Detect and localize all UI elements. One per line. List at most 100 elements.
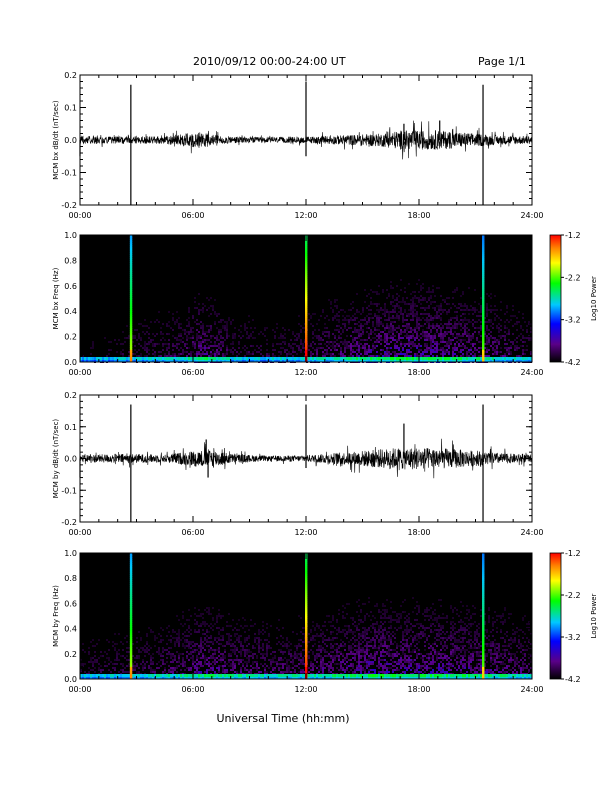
- low-frequency-band: [294, 674, 296, 677]
- spectrogram-cell: [274, 667, 276, 669]
- spectrogram-cell: [312, 325, 314, 327]
- low-frequency-band: [142, 677, 144, 679]
- low-frequency-band: [216, 677, 218, 679]
- spectrogram-cell: [408, 343, 410, 345]
- spectrogram-cell: [312, 651, 314, 653]
- spectrogram-cell: [450, 343, 452, 345]
- spectrogram-cell: [208, 307, 210, 309]
- spectrogram-cell: [154, 669, 156, 671]
- low-frequency-band: [472, 357, 474, 360]
- spectrogram-cell: [288, 669, 290, 671]
- low-frequency-band: [460, 357, 462, 360]
- spectrogram-cell: [422, 317, 424, 319]
- spectrogram-vertical-line: [129, 239, 133, 242]
- spectrogram-cell: [146, 633, 148, 635]
- spectrogram-cell: [200, 613, 202, 615]
- spectrogram-cell: [282, 651, 284, 653]
- spectrogram-cell: [470, 321, 472, 323]
- spectrogram-vertical-line: [129, 281, 133, 285]
- spectrogram-cell: [210, 663, 212, 665]
- spectrogram-cell: [440, 339, 442, 341]
- spectrogram-cell: [446, 327, 448, 329]
- spectrogram-cell: [478, 303, 480, 305]
- spectrogram-cell: [232, 659, 234, 661]
- spectrogram-cell: [108, 663, 110, 665]
- spectrogram-cell: [128, 665, 130, 667]
- low-frequency-band: [394, 360, 396, 362]
- spectrogram-cell: [480, 311, 482, 313]
- spectrogram-cell: [210, 655, 212, 657]
- spectrogram-cell: [170, 653, 172, 655]
- spectrogram-cell: [218, 331, 220, 333]
- spectrogram-cell: [192, 641, 194, 643]
- spectrogram-vertical-line: [482, 275, 485, 278]
- spectrogram-cell: [104, 337, 106, 339]
- low-frequency-band: [310, 674, 312, 677]
- spectrogram-cell: [330, 657, 332, 659]
- spectrogram-cell: [210, 647, 212, 649]
- spectrogram-cell: [210, 353, 212, 355]
- spectrogram-cell: [432, 337, 434, 339]
- low-frequency-band: [194, 674, 196, 677]
- spectrogram-cell: [114, 647, 116, 649]
- y-tick-label: -0.2: [61, 518, 77, 527]
- spectrogram-cell: [224, 651, 226, 653]
- spectrogram-cell: [244, 667, 246, 669]
- spectrogram-cell: [244, 653, 246, 655]
- spectrogram-cell: [98, 639, 100, 641]
- spectrogram-cell: [172, 667, 174, 669]
- spectrogram-cell: [454, 321, 456, 323]
- spectrogram-cell: [426, 307, 428, 309]
- spectrogram-cell: [448, 347, 450, 349]
- spectrogram-cell: [222, 627, 224, 629]
- spectrogram-cell: [468, 321, 470, 323]
- spectrogram-cell: [314, 629, 316, 631]
- spectrogram-cell: [210, 305, 212, 307]
- spectrogram-cell: [416, 353, 418, 355]
- spectrogram-cell: [484, 343, 486, 345]
- spectrogram-cell: [244, 349, 246, 351]
- spectrogram-cell: [498, 323, 500, 325]
- spectrogram-cell: [230, 655, 232, 657]
- spectrogram-cell: [242, 347, 244, 349]
- spectrogram-vertical-line: [305, 270, 308, 274]
- spectrogram-cell: [152, 339, 154, 341]
- spectrogram-cell: [392, 287, 394, 289]
- spectrogram-cell: [318, 671, 320, 673]
- spectrogram-cell: [136, 637, 138, 639]
- low-frequency-band: [400, 360, 402, 362]
- spectrogram-cell: [160, 331, 162, 333]
- spectrogram-cell: [478, 333, 480, 335]
- spectrogram-cell: [432, 323, 434, 325]
- spectrogram-cell: [430, 347, 432, 349]
- spectrogram-cell: [278, 337, 280, 339]
- low-frequency-band: [308, 360, 310, 362]
- spectrogram-cell: [462, 339, 464, 341]
- spectrogram-cell: [398, 339, 400, 341]
- spectrogram-cell: [456, 323, 458, 325]
- spectrogram-vertical-line: [305, 264, 308, 268]
- spectrogram-cell: [168, 351, 170, 353]
- spectrogram-cell: [412, 309, 414, 311]
- spectrogram-cell: [232, 665, 234, 667]
- spectrogram-cell: [370, 333, 372, 335]
- spectrogram-cell: [422, 325, 424, 327]
- spectrogram-cell: [114, 663, 116, 665]
- spectrogram-cell: [436, 347, 438, 349]
- spectrogram-cell: [300, 651, 302, 653]
- spectrogram-cell: [418, 325, 420, 327]
- spectrogram-cell: [518, 347, 520, 349]
- spectrogram-cell: [204, 347, 206, 349]
- spectrogram-cell: [396, 347, 398, 349]
- spectrogram-cell: [206, 629, 208, 631]
- low-frequency-band: [190, 360, 192, 362]
- spectrogram-cell: [250, 335, 252, 337]
- low-frequency-band: [354, 360, 356, 362]
- spectrogram-cell: [158, 649, 160, 651]
- low-frequency-band: [210, 357, 212, 360]
- spectrogram-cell: [154, 671, 156, 673]
- low-frequency-band: [338, 360, 340, 362]
- spectrogram-cell: [528, 321, 530, 323]
- spectrogram-cell: [322, 661, 324, 663]
- low-frequency-band: [284, 677, 286, 679]
